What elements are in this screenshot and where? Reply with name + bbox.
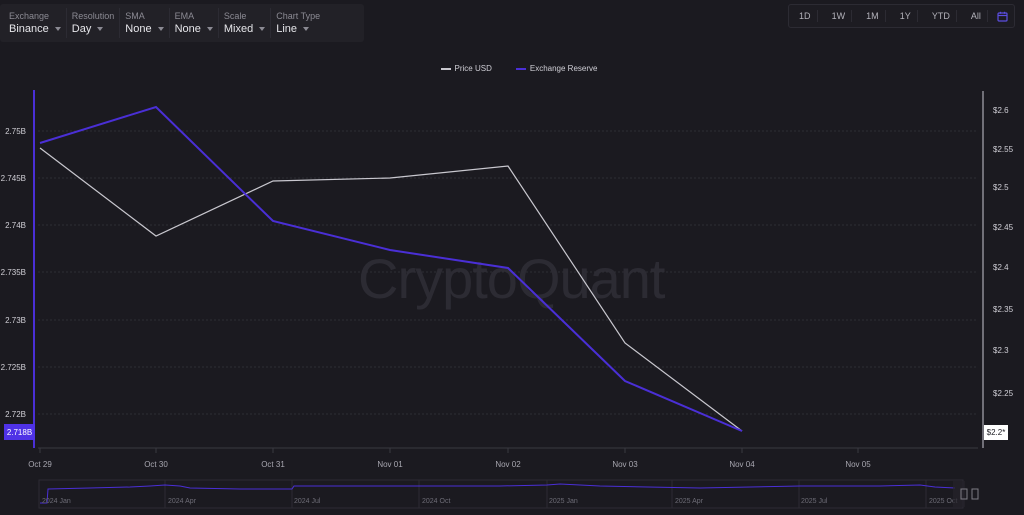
right-axis-labels: $2.6 $2.55 $2.5 $2.45 $2.4 $2.35 $2.3 $2… bbox=[993, 106, 1014, 398]
svg-text:Nov 01: Nov 01 bbox=[377, 460, 403, 469]
svg-text:2.75B: 2.75B bbox=[5, 127, 26, 136]
ema-value: None bbox=[174, 22, 201, 35]
svg-text:$2.25: $2.25 bbox=[993, 389, 1014, 398]
scale-select[interactable]: Scale Mixed bbox=[219, 8, 272, 38]
svg-text:Oct 29: Oct 29 bbox=[28, 460, 52, 469]
range-1w-button[interactable]: 1W bbox=[826, 10, 853, 22]
svg-text:2025 Oct: 2025 Oct bbox=[929, 498, 957, 505]
exchange-select[interactable]: Exchange Binance bbox=[4, 8, 67, 38]
calendar-icon[interactable] bbox=[996, 9, 1010, 23]
exchange-reserve-line[interactable] bbox=[39, 105, 743, 432]
x-axis-labels: Oct 29 Oct 30 Oct 31 Nov 01 Nov 02 Nov 0… bbox=[28, 460, 871, 469]
caret-down-icon bbox=[303, 26, 310, 31]
legend-reserve-label: Exchange Reserve bbox=[529, 64, 598, 73]
time-range-selector: 1D 1W 1M 1Y YTD All bbox=[788, 4, 1015, 28]
price-line-swatch bbox=[440, 67, 451, 70]
exchange-label: Exchange bbox=[9, 10, 50, 21]
svg-text:Oct 30: Oct 30 bbox=[144, 460, 168, 469]
navigator-left-handle[interactable] bbox=[960, 488, 968, 500]
svg-text:2025 Jul: 2025 Jul bbox=[801, 498, 828, 505]
reserve-line-swatch bbox=[515, 67, 526, 70]
svg-text:2025 Jan: 2025 Jan bbox=[549, 498, 578, 505]
current-reserve-badge: 2.718B bbox=[4, 424, 35, 440]
svg-text:Nov 03: Nov 03 bbox=[612, 460, 638, 469]
range-1d-button[interactable]: 1D bbox=[793, 10, 818, 22]
range-navigator[interactable]: 2024 Jan 2024 Apr 2024 Jul 2024 Oct 2025… bbox=[38, 479, 965, 509]
legend-price-label: Price USD bbox=[454, 64, 492, 73]
svg-text:2024 Oct: 2024 Oct bbox=[422, 498, 450, 505]
chart-options-toolbar: Exchange Binance Resolution Day SMA None… bbox=[0, 4, 364, 42]
svg-text:2.745B: 2.745B bbox=[1, 174, 26, 183]
range-all-button[interactable]: All bbox=[965, 10, 988, 22]
legend-price-usd[interactable]: Price USD bbox=[427, 64, 492, 73]
scale-label: Scale bbox=[223, 10, 247, 21]
exchange-value: Binance bbox=[9, 22, 49, 35]
range-ytd-button[interactable]: YTD bbox=[926, 10, 957, 22]
svg-text:$2.55: $2.55 bbox=[993, 145, 1014, 154]
range-1m-button[interactable]: 1M bbox=[860, 10, 886, 22]
navigator-series-line bbox=[40, 483, 956, 504]
price-usd-line[interactable] bbox=[39, 147, 743, 432]
caret-down-icon bbox=[157, 26, 164, 31]
caret-down-icon bbox=[97, 26, 104, 31]
grid-lines bbox=[38, 130, 978, 415]
svg-text:Nov 02: Nov 02 bbox=[495, 460, 521, 469]
chart-type-label: Chart Type bbox=[276, 10, 321, 21]
svg-text:2.72B: 2.72B bbox=[5, 410, 26, 419]
resolution-label: Resolution bbox=[71, 10, 115, 21]
svg-text:2.73B: 2.73B bbox=[5, 316, 26, 325]
svg-text:2025 Apr: 2025 Apr bbox=[675, 498, 704, 505]
cryptoquant-watermark: CryptoQuant bbox=[358, 247, 666, 310]
svg-text:Oct 31: Oct 31 bbox=[261, 460, 285, 469]
chart-type-value: Line bbox=[276, 22, 298, 35]
svg-text:$2.4: $2.4 bbox=[993, 263, 1009, 272]
x-axis-ticks bbox=[39, 448, 859, 453]
sma-label: SMA bbox=[125, 10, 145, 21]
caret-down-icon bbox=[206, 26, 213, 31]
svg-text:$2.35: $2.35 bbox=[993, 305, 1014, 314]
caret-down-icon bbox=[54, 26, 61, 31]
svg-text:2024 Jan: 2024 Jan bbox=[42, 498, 71, 505]
left-axis-labels: 2.75B 2.745B 2.74B 2.735B 2.73B 2.725B 2… bbox=[1, 127, 26, 419]
svg-text:$2.6: $2.6 bbox=[993, 106, 1009, 115]
svg-text:2024 Jul: 2024 Jul bbox=[294, 498, 321, 505]
svg-text:2.735B: 2.735B bbox=[1, 268, 26, 277]
current-price-badge: $2.2* bbox=[984, 425, 1008, 440]
svg-text:$2.45: $2.45 bbox=[993, 223, 1014, 232]
ema-label: EMA bbox=[174, 10, 195, 21]
resolution-value: Day bbox=[71, 22, 92, 35]
svg-text:2.725B: 2.725B bbox=[1, 363, 26, 372]
range-1y-button[interactable]: 1Y bbox=[894, 10, 918, 22]
ema-select[interactable]: EMA None bbox=[170, 8, 219, 38]
svg-text:2024 Apr: 2024 Apr bbox=[168, 498, 197, 505]
resolution-select[interactable]: Resolution Day bbox=[67, 8, 121, 38]
svg-text:Nov 04: Nov 04 bbox=[729, 460, 755, 469]
svg-text:Nov 05: Nov 05 bbox=[845, 460, 871, 469]
sma-value: None bbox=[125, 22, 152, 35]
scale-value: Mixed bbox=[223, 22, 254, 35]
navigator-right-handle[interactable] bbox=[971, 488, 979, 500]
caret-down-icon bbox=[259, 26, 266, 31]
svg-text:$2.3: $2.3 bbox=[993, 346, 1009, 355]
svg-text:$2.5: $2.5 bbox=[993, 183, 1009, 192]
sma-select[interactable]: SMA None bbox=[120, 8, 170, 38]
chart-legend: Price USD Exchange Reserve bbox=[0, 64, 1024, 73]
chart-type-select[interactable]: Chart Type Line bbox=[271, 8, 325, 38]
legend-exchange-reserve[interactable]: Exchange Reserve bbox=[502, 64, 598, 73]
svg-text:2.74B: 2.74B bbox=[5, 221, 26, 230]
